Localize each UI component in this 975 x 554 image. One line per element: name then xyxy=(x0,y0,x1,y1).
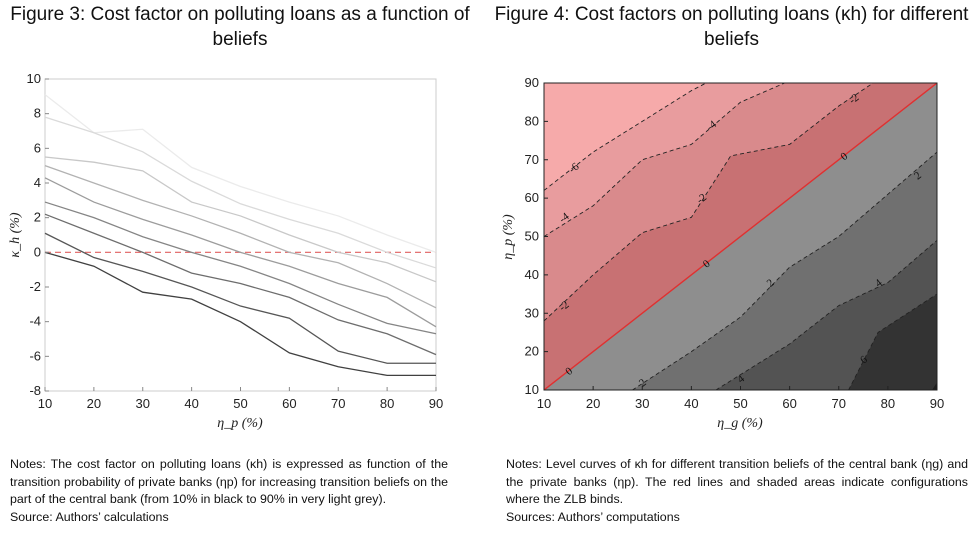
contour-line xyxy=(632,151,937,390)
x-tick-label: 80 xyxy=(380,396,394,411)
series-line xyxy=(44,165,437,309)
y-tick-label: 30 xyxy=(525,305,539,320)
x-tick-label: 20 xyxy=(586,396,600,411)
x-tick-label: 10 xyxy=(537,396,551,411)
y-axis-title: η_p (%) xyxy=(501,214,516,260)
y-tick-label: 6 xyxy=(34,140,41,155)
x-tick-label: 40 xyxy=(684,396,698,411)
contour-line xyxy=(544,83,785,237)
y-tick-label: 80 xyxy=(525,113,539,128)
x-tick-label: 50 xyxy=(733,396,747,411)
x-tick-label: 30 xyxy=(635,396,649,411)
contour-line xyxy=(544,83,874,322)
notes-text: Notes: The cost factor on polluting loan… xyxy=(10,457,448,507)
figure-4-notes: Notes: Level curves of κh for different … xyxy=(506,456,968,526)
x-tick-label: 70 xyxy=(832,396,846,411)
contour-region xyxy=(848,294,937,390)
x-axis-title: η_p (%) xyxy=(217,416,263,431)
y-tick-label: 10 xyxy=(525,382,539,397)
x-tick-label: 10 xyxy=(38,396,52,411)
x-tick-label: 50 xyxy=(233,396,247,411)
x-tick-label: 80 xyxy=(881,396,895,411)
x-tick-label: 60 xyxy=(282,396,296,411)
series-line xyxy=(44,251,436,377)
figure-4-title: Figure 4: Cost factors on polluting loan… xyxy=(494,4,969,50)
y-tick-label: 50 xyxy=(525,229,539,244)
x-tick-label: 60 xyxy=(782,396,796,411)
x-tick-label: 90 xyxy=(429,396,443,411)
y-tick-label: 8 xyxy=(34,106,41,121)
series-line xyxy=(44,116,437,269)
series-line xyxy=(44,201,437,335)
figure-3-notes: Notes: The cost factor on polluting loan… xyxy=(10,456,448,526)
zlb-boundary-line xyxy=(544,83,937,390)
x-axis-title: η_g (%) xyxy=(717,416,763,431)
x-tick-label: 40 xyxy=(184,396,198,411)
y-tick-label: 2 xyxy=(34,210,41,225)
y-axis-title: κ_h (%) xyxy=(8,212,23,258)
series-line xyxy=(44,177,437,328)
y-tick-label: -6 xyxy=(29,348,41,363)
y-tick-label: 20 xyxy=(525,344,539,359)
x-tick-label: 30 xyxy=(136,396,150,411)
x-tick-label: 20 xyxy=(87,396,101,411)
notes-text: Notes: Level curves of κh for different … xyxy=(506,457,968,507)
series-line xyxy=(44,94,437,253)
x-tick-label: 70 xyxy=(331,396,345,411)
y-tick-label: 0 xyxy=(34,244,41,259)
contour-label: 2 xyxy=(765,277,777,290)
y-tick-label: -8 xyxy=(29,383,41,398)
series-line xyxy=(44,213,437,356)
figure-3-title: Figure 3: Cost factor on polluting loans… xyxy=(10,4,470,50)
y-tick-label: -2 xyxy=(29,279,41,294)
source-text: Source: Authors’ calculations xyxy=(10,509,169,524)
y-tick-label: -4 xyxy=(29,314,41,329)
contour-line xyxy=(848,293,937,390)
contour-line xyxy=(544,83,707,191)
plot-area xyxy=(44,78,437,392)
contour-label: 2 xyxy=(912,169,924,182)
contour-line xyxy=(715,239,937,390)
x-tick-label: 90 xyxy=(930,396,944,411)
y-tick-label: 10 xyxy=(27,71,41,86)
kappa-line-chart: 10 20 30 40 50 60 70 80 90 -8 -6 -4 -2 0 2 4 6 8 10 η_p (%… xyxy=(8,71,443,431)
y-tick-label: 60 xyxy=(525,190,539,205)
y-tick-label: 70 xyxy=(525,152,539,167)
contour-label: 2 xyxy=(637,377,649,390)
y-tick-label: 40 xyxy=(525,267,539,282)
series-line xyxy=(44,156,437,283)
series-line xyxy=(44,232,436,364)
y-tick-label: 4 xyxy=(34,175,41,190)
source-text: Sources: Authors’ computations xyxy=(506,509,680,524)
y-tick-label: 90 xyxy=(525,75,539,90)
